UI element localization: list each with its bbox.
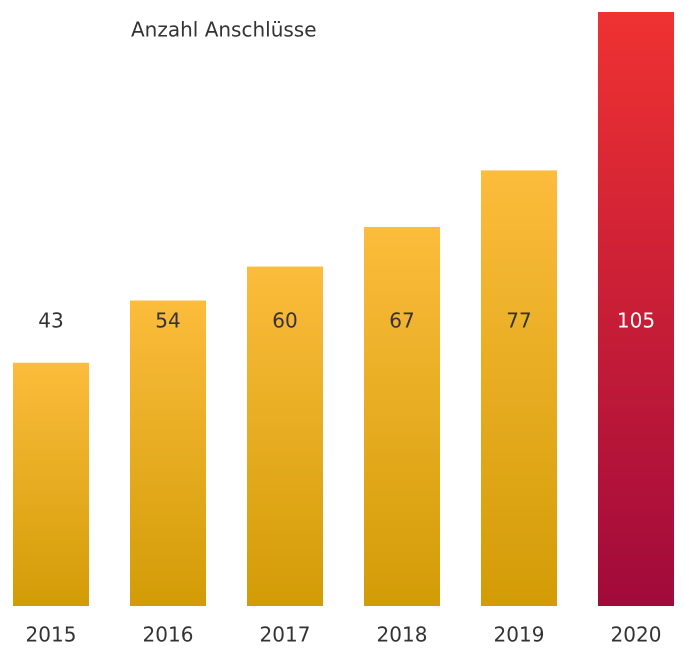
bar	[364, 226, 440, 606]
value-label: 43	[38, 309, 63, 333]
value-label: 54	[155, 309, 180, 333]
bar	[247, 266, 323, 606]
bar	[598, 12, 674, 606]
bar	[130, 300, 206, 606]
value-label: 105	[617, 309, 655, 333]
x-tick-label: 2015	[26, 623, 77, 647]
bar	[13, 362, 89, 606]
x-tick-label: 2019	[494, 623, 545, 647]
chart-title: Anzahl Anschlüsse	[131, 18, 317, 42]
x-tick-label: 2016	[143, 623, 194, 647]
value-label: 67	[389, 309, 414, 333]
value-label: 77	[506, 309, 531, 333]
x-tick-label: 2020	[611, 623, 662, 647]
bar	[481, 170, 557, 606]
x-tick-label: 2018	[377, 623, 428, 647]
value-label: 60	[272, 309, 297, 333]
x-tick-label: 2017	[260, 623, 311, 647]
